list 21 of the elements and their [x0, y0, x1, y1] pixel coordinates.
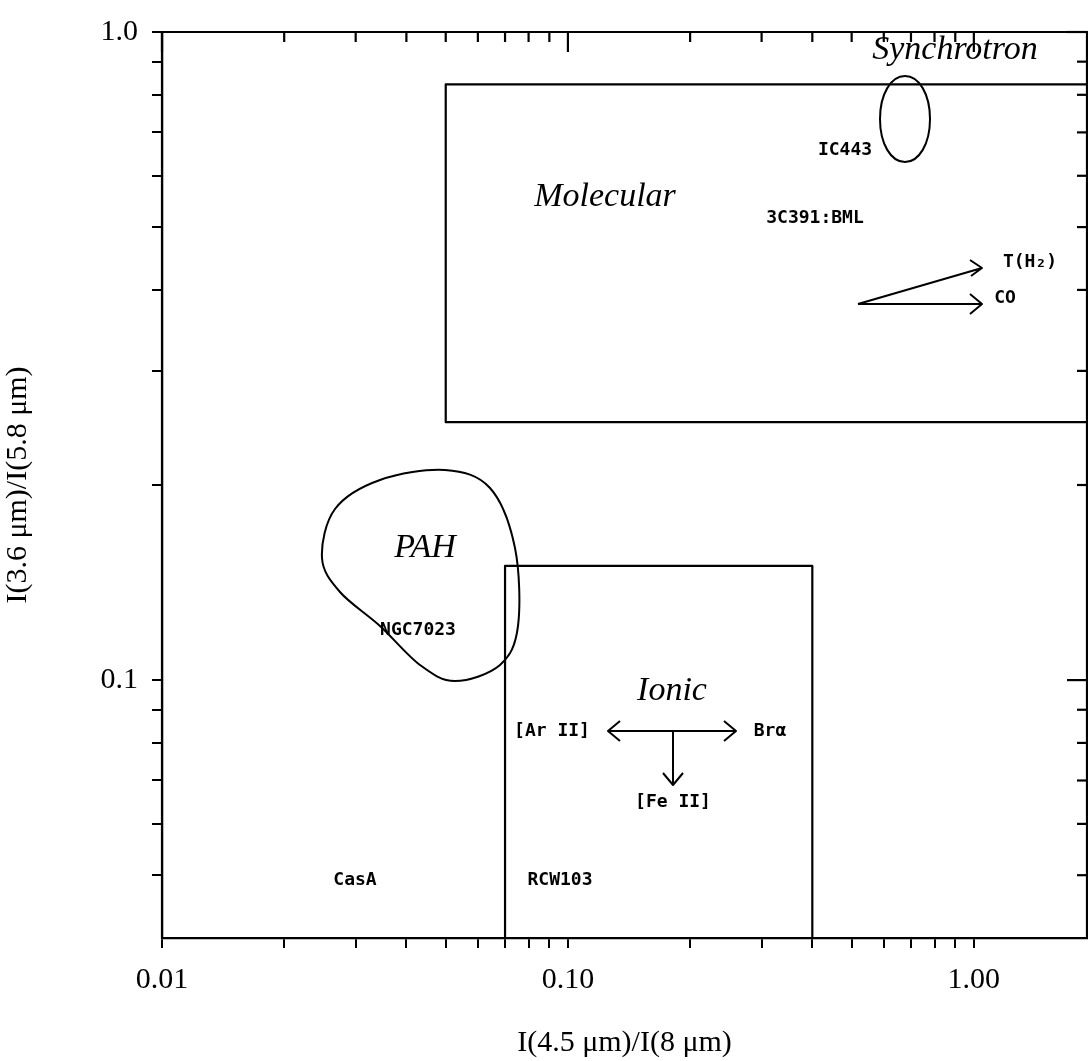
annotation: NGC7023: [380, 617, 456, 639]
annotation: [Ar II]: [514, 718, 590, 740]
annotation: PAH: [393, 526, 459, 564]
annotation: Synchrotron: [872, 28, 1038, 66]
x-tick-label: 1.00: [947, 960, 1001, 994]
annotation: CO: [994, 285, 1016, 307]
annotation: [Fe II]: [635, 789, 711, 811]
x-axis-title: I(4.5 μm)/I(8 μm): [517, 1023, 732, 1058]
annotation: RCW103: [527, 867, 593, 889]
annotation: IC443: [817, 137, 873, 159]
x-tick-label: 0.10: [541, 960, 595, 994]
annotation: T(H₂): [1002, 249, 1058, 271]
annotation: 3C391:BML: [766, 205, 864, 227]
x-tick-label: 0.01: [135, 960, 189, 994]
annotation: Molecular: [533, 175, 677, 213]
y-tick-label: 0.1: [100, 660, 138, 694]
annotation: Ionic: [636, 669, 707, 707]
y-axis-title: I(3.6 μm)/I(5.8 μm): [0, 366, 33, 604]
annotation: CasA: [333, 867, 377, 889]
y-tick-label: 1.0: [100, 12, 138, 46]
annotation: Brα: [753, 718, 787, 740]
